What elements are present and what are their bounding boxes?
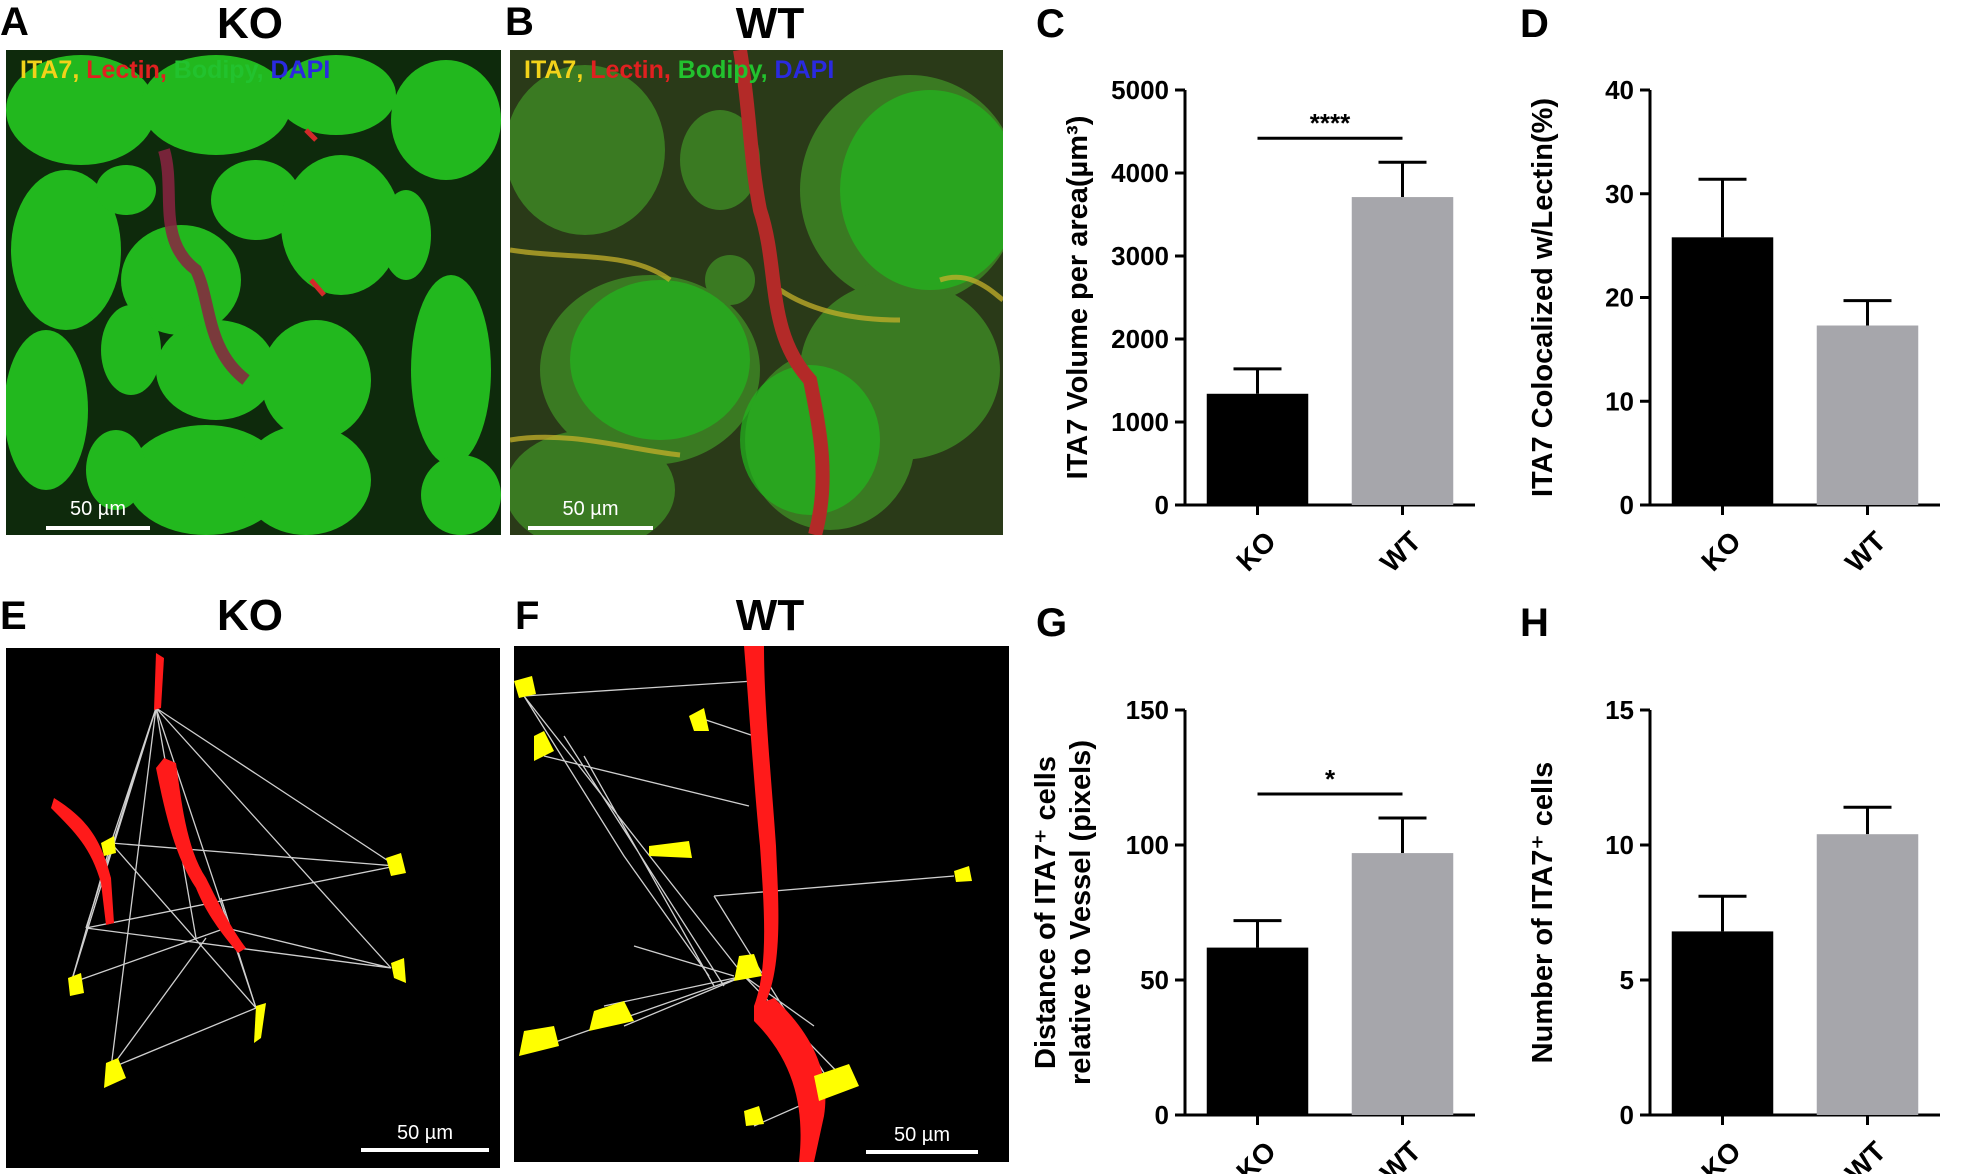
- panel-letter-h: H: [1520, 601, 1549, 645]
- chart-g-y-tick-label: 0: [1155, 1100, 1169, 1130]
- legend-sep: ,: [663, 56, 678, 84]
- panel-letter-f: F: [515, 594, 540, 638]
- legend-dapi: DAPI: [774, 56, 835, 84]
- chart-h-y-tick-label: 0: [1620, 1100, 1634, 1130]
- chart-c-x-tick-label: WT: [1374, 525, 1427, 578]
- chart-g-y-tick-label: 50: [1140, 965, 1169, 995]
- chart-g-y-tick-label: 150: [1126, 695, 1169, 725]
- chart-g-y-label-line2: relative to Vessel (pixels): [1065, 740, 1097, 1085]
- legend-ita7: ITA7: [524, 56, 577, 84]
- legend-bodipy: Bodipy: [677, 56, 761, 84]
- chart-c-x-tick-label: KO: [1230, 525, 1282, 577]
- chart-h-y-tick-label: 10: [1605, 830, 1634, 860]
- scale-bar-line: [528, 526, 653, 530]
- chart-h-y-tick-label: 5: [1620, 965, 1634, 995]
- scale-bar-line: [866, 1150, 978, 1154]
- chart-c-y-tick-label: 1000: [1111, 407, 1169, 437]
- chart-d-y-tick-label: 0: [1620, 490, 1634, 520]
- chart-g-y-tick-label: 100: [1126, 830, 1169, 860]
- legend-dapi: DAPI: [270, 56, 331, 84]
- micrograph-ko: ITA7, Lectin, Bodipy, DAPI 50 µm: [6, 50, 501, 535]
- chart-g-y-label-line1: Distance of ITA7⁺ cells: [1030, 756, 1062, 1069]
- chart-h-y-tick-label: 15: [1605, 695, 1634, 725]
- bar-chart-h: 0 5 10 15 KO WT Number of ITA7⁺ cells: [1527, 695, 1940, 1174]
- micrograph-wt: ITA7, Lectin, Bodipy, DAPI 50 µm: [510, 50, 1003, 535]
- chart-h-bar-ko: [1671, 931, 1774, 1115]
- chart-c-y-label: ITA7 Volume per area(µm³): [1062, 116, 1094, 480]
- chart-d-y-tick-label: 10: [1605, 386, 1634, 416]
- bar-chart-g: 0 50 100 150 KO WT * Distance of ITA7⁺ cells rel…: [1030, 695, 1475, 1174]
- chart-h-x-tick-label: KO: [1695, 1135, 1747, 1174]
- chart-g-x-tick-label: WT: [1374, 1135, 1427, 1174]
- chart-c-y-tick-label: 3000: [1111, 241, 1169, 271]
- legend-sep: ,: [159, 56, 174, 84]
- panel-letter-a: A: [0, 0, 29, 44]
- scale-bar-label: 50 µm: [894, 1124, 950, 1146]
- chart-c-bar-ko: [1206, 393, 1309, 505]
- legend-sep: ,: [576, 56, 591, 84]
- panel-letter-c: C: [1036, 2, 1065, 46]
- scale-bar-f: 50 µm: [866, 1124, 978, 1154]
- micrograph-wt-image: [510, 50, 1003, 535]
- scale-bar-label: 50 µm: [70, 498, 126, 520]
- chart-g-x-tick-label: KO: [1230, 1135, 1282, 1174]
- chart-d-x-tick-label: WT: [1839, 525, 1892, 578]
- panel-title-a: KO: [217, 0, 283, 48]
- model-wt-image: [514, 646, 1009, 1162]
- chart-c-significance-label: ****: [1310, 108, 1351, 138]
- legend-lectin: Lectin: [590, 56, 664, 84]
- chart-d-y-tick-label: 40: [1605, 75, 1634, 105]
- legend-ita7: ITA7: [20, 56, 73, 84]
- panel-letter-d: D: [1520, 2, 1549, 46]
- chart-d-bar-ko: [1671, 237, 1774, 505]
- chart-c-y-tick-label: 2000: [1111, 324, 1169, 354]
- bar-chart-c: 0 1000 2000 3000 4000 5000 KO WT **** ITA7 Volume…: [1062, 75, 1475, 578]
- chart-d-y-tick-label: 30: [1605, 179, 1634, 209]
- chart-h-y-label: Number of ITA7⁺ cells: [1527, 762, 1559, 1064]
- scale-bar-label: 50 µm: [397, 1122, 453, 1144]
- legend-sep: ,: [760, 56, 775, 84]
- panel-title-b: WT: [735, 0, 805, 48]
- panel-letter-b: B: [505, 0, 534, 44]
- chart-d-bar-wt: [1816, 325, 1919, 505]
- scale-bar-line: [46, 526, 150, 530]
- model-wt: 50 µm: [514, 646, 1009, 1162]
- chart-g-significance-label: *: [1325, 764, 1336, 794]
- chart-g-bar-ko: [1206, 947, 1309, 1115]
- scale-bar-b: 50 µm: [528, 498, 653, 530]
- model-ko: 50 µm: [6, 648, 500, 1168]
- stain-legend-a: ITA7, Lectin, Bodipy, DAPI: [20, 56, 330, 85]
- bar-chart-d: 0 10 20 30 40 KO WT ITA7 Colocalized w/Lectin(%…: [1527, 75, 1940, 578]
- micrograph-ko-image: [6, 50, 501, 535]
- legend-bodipy: Bodipy: [173, 56, 257, 84]
- scale-bar-e: 50 µm: [361, 1122, 489, 1152]
- chart-c-bar-wt: [1351, 197, 1454, 505]
- scale-bar-label: 50 µm: [562, 498, 619, 520]
- chart-d-y-tick-label: 20: [1605, 283, 1634, 313]
- scale-bar-a: 50 µm: [46, 498, 150, 530]
- panel-letter-g: G: [1036, 601, 1068, 645]
- scale-bar-line: [361, 1148, 489, 1152]
- chart-c-y-tick-label: 5000: [1111, 75, 1169, 105]
- legend-sep: ,: [72, 56, 87, 84]
- chart-d-x-tick-label: KO: [1695, 525, 1747, 577]
- chart-h-x-tick-label: WT: [1839, 1135, 1892, 1174]
- panel-title-e: KO: [217, 591, 283, 640]
- stain-legend-b: ITA7, Lectin, Bodipy, DAPI: [524, 56, 834, 85]
- chart-d-y-label: ITA7 Colocalized w/Lectin(%): [1527, 98, 1559, 497]
- legend-sep: ,: [256, 56, 271, 84]
- model-ko-image: [51, 653, 406, 1088]
- chart-c-y-tick-label: 4000: [1111, 158, 1169, 188]
- chart-c-y-tick-label: 0: [1155, 490, 1169, 520]
- legend-lectin: Lectin: [86, 56, 160, 84]
- panel-title-f: WT: [735, 591, 805, 640]
- chart-g-bar-wt: [1351, 853, 1454, 1115]
- panel-letter-e: E: [0, 594, 27, 638]
- chart-h-bar-wt: [1816, 834, 1919, 1115]
